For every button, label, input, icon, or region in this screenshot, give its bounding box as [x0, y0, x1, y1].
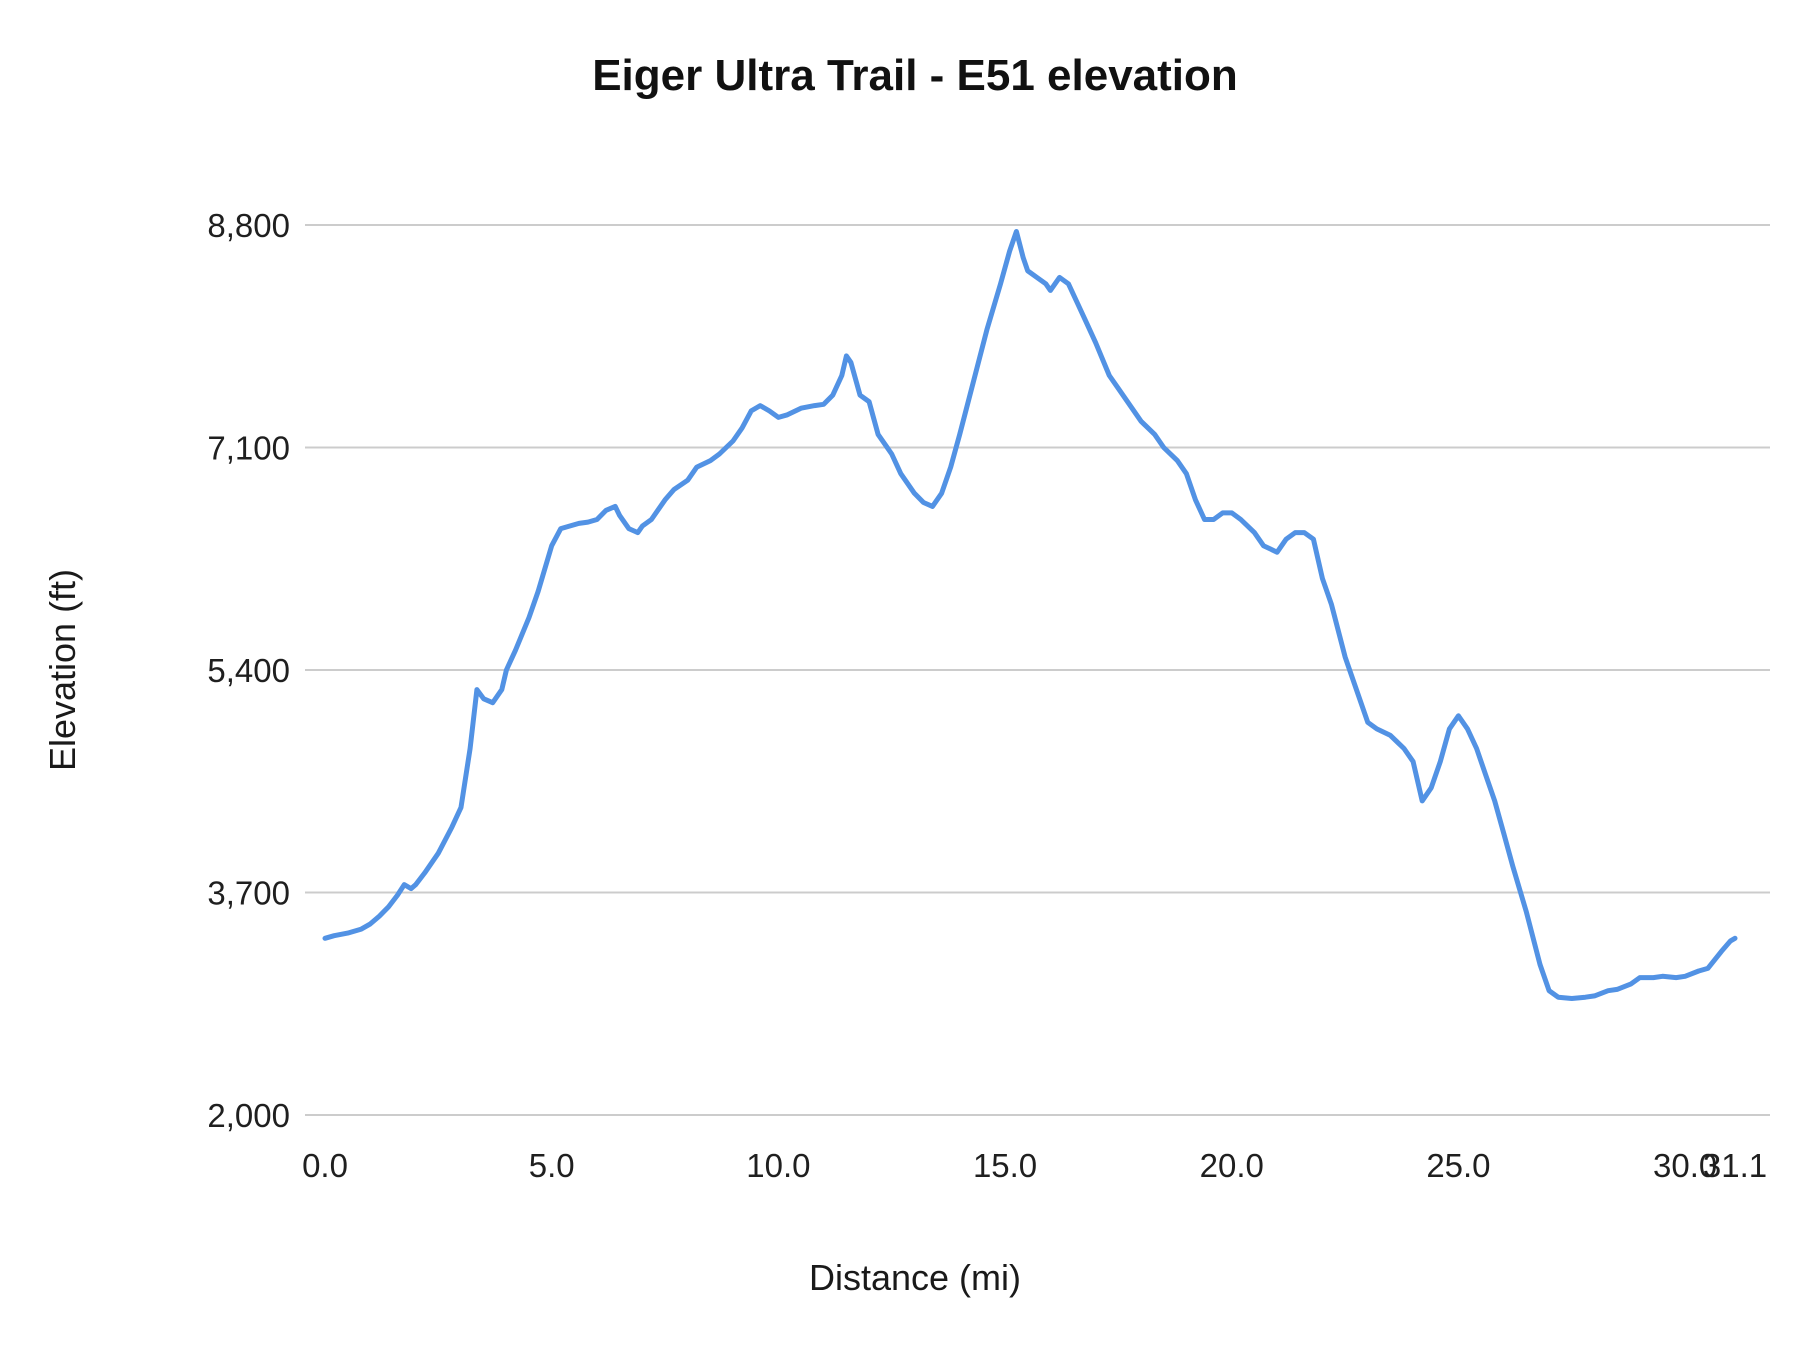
x-tick-label: 10.0	[746, 1147, 810, 1184]
x-tick-label: 0.0	[302, 1147, 348, 1184]
x-tick-label: 25.0	[1426, 1147, 1490, 1184]
x-tick-label: 30.0	[1653, 1147, 1717, 1184]
y-tick-label: 5,400	[207, 652, 290, 689]
gridlines	[305, 224, 1770, 1116]
y-tick-labels: 2,000 3,700 5,400 7,100 8,800	[207, 207, 290, 1134]
x-tick-label: 5.0	[529, 1147, 575, 1184]
elevation-line	[322, 229, 1738, 1001]
x-tick-labels: 0.0 5.0 10.0 15.0 20.0 25.0 30.031.1	[302, 1147, 1767, 1184]
y-axis-label: Elevation (ft)	[42, 569, 83, 771]
y-tick-label: 7,100	[207, 430, 290, 467]
x-axis-label: Distance (mi)	[809, 1257, 1021, 1298]
y-tick-label: 3,700	[207, 875, 290, 912]
y-tick-label: 2,000	[207, 1097, 290, 1134]
x-tick-label: 15.0	[973, 1147, 1037, 1184]
y-tick-label: 8,800	[207, 207, 290, 244]
chart-title: Eiger Ultra Trail - E51 elevation	[592, 51, 1238, 100]
x-tick-label: 20.0	[1200, 1147, 1264, 1184]
x-tick-label: 31.1	[1703, 1147, 1767, 1184]
